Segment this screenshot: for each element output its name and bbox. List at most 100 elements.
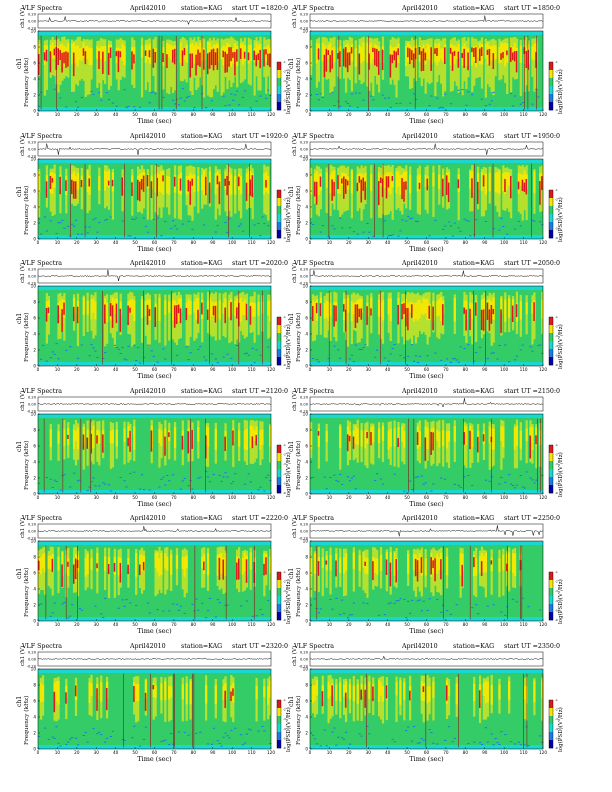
heatmap-cell [61,219,64,221]
heatmap-cell [222,293,225,336]
heatmap-cell [121,599,124,601]
heatmap-cell [414,355,418,357]
colorbar-tick-label: -6 [283,491,286,495]
heatmap-cell [226,353,229,355]
heatmap-cell [329,476,332,478]
colorbar-tick-label: -4 [283,216,286,220]
colorbar-tick-label: -2 [555,452,558,456]
heatmap-cell [397,165,400,208]
heatmap-cell [146,174,149,186]
heatmap-cell [484,220,487,222]
heatmap-cell [102,481,105,483]
ch1-tick-label: 0.00 [28,402,37,406]
heatmap-cell [533,170,536,193]
heatmap-cell [51,558,54,572]
heatmap-cell [168,479,171,481]
heatmap-cell [218,557,221,580]
colorbar-frame [276,189,282,238]
ch1-tick-label: 0.20 [300,523,309,527]
heatmap-cell [445,430,449,448]
heatmap-cell [509,483,513,485]
heatmap-cell [366,306,368,325]
heatmap-cell [140,554,144,572]
heatmap-cell [204,684,208,704]
heatmap-cell [72,180,75,199]
heatmap-cell [492,308,495,315]
heatmap-cell [366,603,369,605]
heatmap-cell [61,299,64,317]
heatmap-cell [436,47,438,57]
heatmap-cell [513,553,517,577]
heatmap-cell [150,350,153,352]
panel-title: VLF Spectra [294,387,334,395]
spectrogram-panel-7: VLF Spectra April42010 station=KAG start… [10,387,310,517]
heatmap-cell [113,344,116,346]
heatmap-cell [269,556,272,574]
heatmap-cell [206,426,210,447]
heatmap-cell [119,353,122,355]
heatmap-cell [471,607,474,609]
heatmap-cell [395,170,398,193]
heatmap-cell [191,228,194,230]
heatmap-cell [59,41,62,85]
heatmap-cell [459,553,462,576]
heatmap-cell [341,599,344,601]
heatmap-cell [224,436,226,451]
heatmap-cell [434,352,437,354]
heatmap-cell [160,740,163,742]
y-axis-label: Frequency (kHz) [23,695,30,744]
heatmap-cell [473,47,475,58]
heatmap-cell [123,89,126,91]
heatmap-cell [311,734,315,736]
heatmap-cell [418,355,421,357]
heatmap-cell [356,304,359,323]
colorbar-label: log(PSD)(V²/Hz) [557,324,564,369]
y-tick-label: 2 [33,348,36,353]
heatmap-cell [121,43,124,62]
heatmap-cell [104,556,107,571]
heatmap-cell [86,741,89,743]
heatmap-cell [171,49,174,63]
heatmap-cell [263,678,266,721]
heatmap-cell [424,481,427,483]
heatmap-cell [216,362,219,364]
heatmap-cell [317,430,320,436]
x-tick-label: 90 [210,622,216,627]
heatmap-cell [412,93,416,95]
x-tick-label: 120 [267,750,275,755]
heatmap-cell [269,479,272,481]
y-tick-label: 6 [305,571,308,576]
heatmap-cell [319,231,322,233]
heatmap-cell [407,553,410,574]
heatmap-cell [317,612,321,614]
heatmap-cell [43,552,47,573]
heatmap-cell [426,355,429,357]
colorbar-frame [548,444,554,493]
heatmap-cell [399,679,402,705]
y-tick-label: 6 [33,61,36,66]
heatmap-cell [490,560,493,565]
colorbar-segment [277,62,281,71]
colorbar-label: log(PSD)(V²/Hz) [557,197,564,242]
heatmap-cell [346,180,349,185]
heatmap-cell [313,172,317,187]
heatmap-cell [354,425,357,444]
x-tick-label: 40 [113,367,119,372]
heatmap-cell [409,48,411,65]
heatmap-cell [201,556,204,568]
x-tick-label: 90 [210,495,216,500]
heatmap-cell [484,680,487,703]
heatmap-cell [313,181,316,197]
heatmap-cell [511,52,514,61]
colorbar-tick-label: -3 [555,717,558,721]
heatmap-cell [486,358,489,360]
panel-start-time: start UT =2150:0 [504,387,560,397]
heatmap-cell [38,53,40,75]
heatmap-cell [185,97,188,99]
heatmap-cell [422,685,425,692]
heatmap-cell [523,182,526,192]
heatmap-cell [265,179,267,188]
heatmap-cell [214,684,217,704]
heatmap-cell [84,225,87,227]
